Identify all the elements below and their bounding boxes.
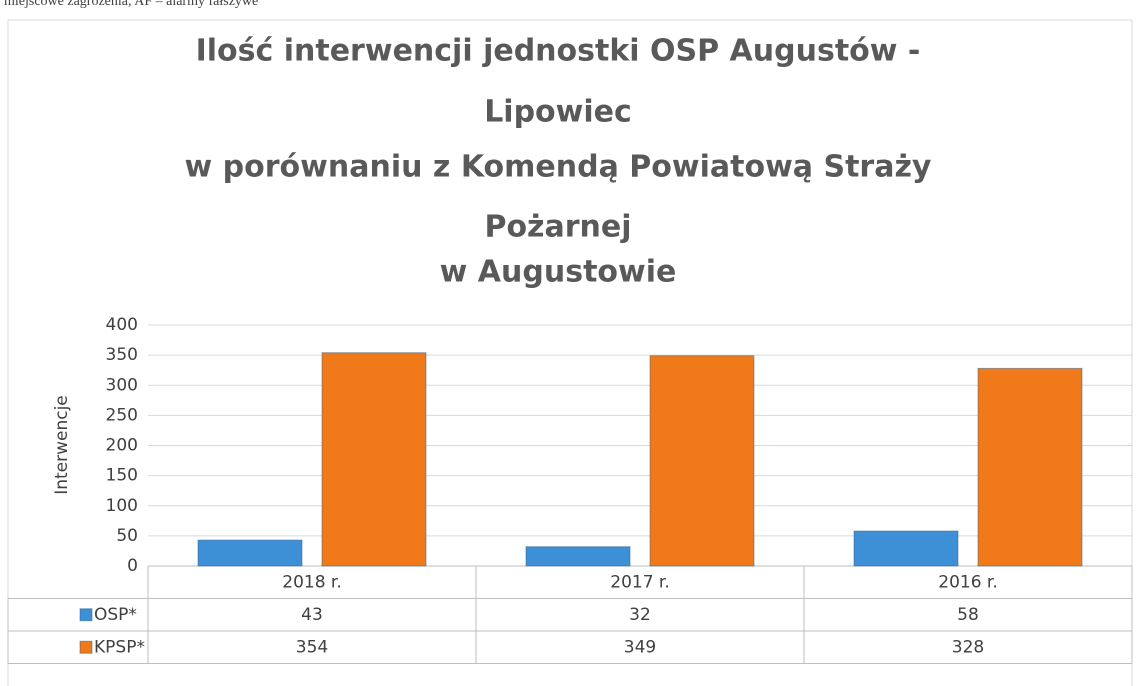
y-tick-label: 300	[106, 375, 138, 395]
legend-swatch	[79, 608, 93, 622]
bar	[321, 352, 427, 567]
y-axis-label: Interwencje	[52, 395, 72, 495]
bar	[525, 546, 631, 567]
x-tick-label: 2018 r.	[282, 572, 342, 592]
chart-title: w porównaniu z Komendą Powiatową Straży	[185, 150, 932, 185]
note: miejscowe zagrożenia, AF – alarmy fałszy…	[4, 0, 258, 9]
bar	[197, 539, 303, 567]
y-tick-label: 0	[127, 556, 138, 576]
y-tick-label: 250	[106, 405, 138, 425]
table-value: 328	[952, 637, 984, 657]
y-tick-label: 400	[106, 315, 138, 335]
y-tick-label: 350	[106, 345, 138, 365]
y-tick-label: 50	[116, 526, 138, 546]
chart-title: w Augustowie	[440, 255, 677, 290]
table-value: 354	[296, 637, 328, 657]
bar	[853, 530, 959, 567]
table-value: 58	[957, 605, 979, 625]
table-value: 349	[624, 637, 656, 657]
chart-title: Lipowiec	[484, 95, 632, 130]
y-tick-label: 100	[106, 496, 138, 516]
x-tick-label: 2016 r.	[938, 572, 998, 592]
legend-label: OSP*	[94, 605, 137, 625]
chart-title: Pożarnej	[484, 210, 631, 245]
bar	[977, 367, 1083, 567]
y-tick-label: 150	[106, 466, 138, 486]
chart-frame	[7, 19, 1133, 686]
legend-swatch	[79, 640, 93, 654]
bar	[649, 355, 755, 567]
y-tick-label: 200	[106, 436, 138, 456]
x-tick-label: 2017 r.	[610, 572, 670, 592]
chart-title: Ilość interwencji jednostki OSP Augustów…	[196, 34, 921, 69]
table-value: 32	[629, 605, 651, 625]
legend-label: KPSP*	[94, 637, 145, 657]
table-value: 43	[301, 605, 323, 625]
